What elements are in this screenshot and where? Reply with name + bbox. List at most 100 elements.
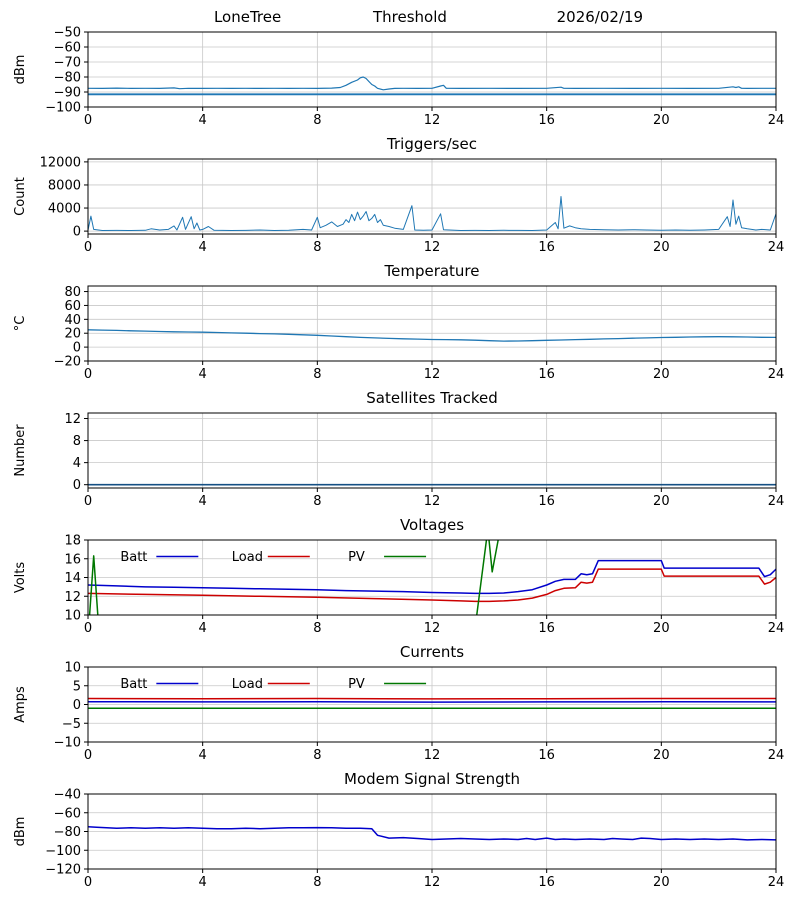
x-tick-label: 8 <box>313 621 321 636</box>
x-tick-label: 4 <box>199 621 207 636</box>
y-tick-label: 12 <box>64 590 81 605</box>
series-line-triggers <box>88 196 776 231</box>
y-tick-label: 10 <box>64 661 81 676</box>
x-tick-label: 0 <box>84 494 92 509</box>
x-tick-label: 16 <box>538 621 555 636</box>
x-tick-label: 4 <box>199 875 207 890</box>
x-tick-label: 16 <box>538 748 555 763</box>
x-tick-label: 4 <box>199 240 207 255</box>
x-tick-label: 20 <box>653 240 670 255</box>
header-plot-name: Threshold <box>372 8 447 26</box>
x-tick-label: 12 <box>424 748 441 763</box>
y-tick-label: −80 <box>54 71 81 86</box>
x-tick-label: 16 <box>538 113 555 128</box>
x-tick-label: 0 <box>84 875 92 890</box>
x-tick-label: 12 <box>424 494 441 509</box>
chart-svg: 0 4 8 12 16 20 24 10 12 14 16 18 Voltages Volts Batt Lo… <box>13 516 785 636</box>
chart-satellites-tracked: 0 4 8 12 16 20 24 0 4 8 12 Satellites Tracked Number <box>0 386 800 513</box>
y-tick-label: −60 <box>54 806 81 821</box>
chart-title: Currents <box>400 643 464 661</box>
chart-threshold: 0 4 8 12 16 20 24 −50 −60 −70 −80 −90 −100 LoneTree Th… <box>0 5 800 132</box>
x-tick-label: 4 <box>199 748 207 763</box>
y-tick-label: −100 <box>45 101 81 116</box>
header-date: 2026/02/19 <box>557 8 643 26</box>
x-tick-label: 24 <box>768 875 785 890</box>
y-tick-label: −20 <box>54 355 81 370</box>
y-axis-label: Volts <box>13 562 28 594</box>
y-tick-label: 16 <box>64 552 81 567</box>
y-tick-label: −40 <box>54 788 81 803</box>
chart-temperature: 0 4 8 12 16 20 24 −20 0 20 40 60 80 Temperature °C <box>0 259 800 386</box>
y-tick-label: 0 <box>73 225 81 240</box>
series-line-pv-spike-1 <box>88 555 99 615</box>
x-tick-label: 12 <box>424 113 441 128</box>
y-tick-label: 14 <box>64 571 81 586</box>
y-tick-label: −50 <box>54 26 81 41</box>
x-tick-label: 8 <box>313 113 321 128</box>
chart-svg: 0 4 8 12 16 20 24 0 4000 8000 12000 Triggers/sec Cou… <box>13 135 785 255</box>
chart-svg: 0 4 8 12 16 20 24 −10 −5 0 5 10 Currents Amps Batt Load… <box>13 643 785 763</box>
series-line-rssi <box>88 826 776 841</box>
y-axis-label: Number <box>13 424 28 477</box>
y-tick-label: −10 <box>54 736 81 751</box>
x-tick-label: 12 <box>424 621 441 636</box>
series-line-signal <box>88 76 776 91</box>
y-tick-label: 4 <box>73 456 81 471</box>
chart-voltages: 0 4 8 12 16 20 24 10 12 14 16 18 Voltages Volts Batt Lo… <box>0 513 800 640</box>
x-tick-label: 0 <box>84 367 92 382</box>
y-tick-label: 0 <box>73 698 81 713</box>
chart-title: Modem Signal Strength <box>344 770 520 788</box>
x-tick-label: 8 <box>313 240 321 255</box>
chart-triggers-per-sec: 0 4 8 12 16 20 24 0 4000 8000 12000 Triggers/sec Cou… <box>0 132 800 259</box>
x-tick-label: 4 <box>199 494 207 509</box>
x-tick-label: 20 <box>653 494 670 509</box>
legend-label-load: Load <box>232 677 263 692</box>
x-tick-label: 8 <box>313 367 321 382</box>
y-axis-label: Amps <box>13 686 28 723</box>
x-tick-label: 16 <box>538 367 555 382</box>
y-tick-label: −80 <box>54 825 81 840</box>
series-line-batt <box>88 559 776 595</box>
x-tick-label: 12 <box>424 875 441 890</box>
x-tick-label: 24 <box>768 621 785 636</box>
chart-svg: 0 4 8 12 16 20 24 −50−60−70−80−90−100 LoneTree Th… <box>13 8 785 128</box>
x-tick-label: 12 <box>424 367 441 382</box>
y-tick-label: 0 <box>73 341 81 356</box>
x-tick-label: 24 <box>768 367 785 382</box>
y-tick-label: −120 <box>45 863 81 878</box>
x-tick-label: 24 <box>768 240 785 255</box>
y-tick-label: −60 <box>54 41 81 56</box>
y-tick-label: 8 <box>73 434 81 449</box>
x-tick-label: 8 <box>313 748 321 763</box>
legend-label-batt: Batt <box>120 550 147 565</box>
legend-label-pv: PV <box>348 677 365 692</box>
x-tick-label: 24 <box>768 113 785 128</box>
x-tick-label: 0 <box>84 113 92 128</box>
x-tick-label: 16 <box>538 240 555 255</box>
series-line-pv-spike-2 <box>476 540 499 615</box>
x-tick-label: 24 <box>768 748 785 763</box>
legend-label-batt: Batt <box>120 677 147 692</box>
chart-title: Voltages <box>400 516 464 534</box>
series-line-temperature <box>88 329 776 342</box>
y-tick-label: 80 <box>64 285 81 300</box>
y-tick-label: 12000 <box>40 155 81 170</box>
chart-title: Triggers/sec <box>386 135 477 153</box>
y-tick-label: 8000 <box>48 178 81 193</box>
y-axis-label: Count <box>13 177 28 216</box>
y-axis-label: °C <box>13 316 28 332</box>
x-tick-label: 20 <box>653 113 670 128</box>
y-tick-label: 20 <box>64 327 81 342</box>
chart-svg: 0 4 8 12 16 20 24 0 4 8 12 Satellites Tracked Number <box>13 389 784 509</box>
y-tick-label: 60 <box>64 299 81 314</box>
x-tick-label: 8 <box>313 494 321 509</box>
chart-currents: 0 4 8 12 16 20 24 −10 −5 0 5 10 Currents Amps Batt Load… <box>0 640 800 767</box>
y-tick-label: −70 <box>54 56 81 71</box>
chart-svg: 0 4 8 12 16 20 24 −40 −60 −80 −100 −120 Modem Signal… <box>13 770 785 890</box>
x-tick-label: 16 <box>538 875 555 890</box>
y-tick-label: 4000 <box>48 202 81 217</box>
y-tick-label: 0 <box>73 478 81 493</box>
legend-label-pv: PV <box>348 550 365 565</box>
